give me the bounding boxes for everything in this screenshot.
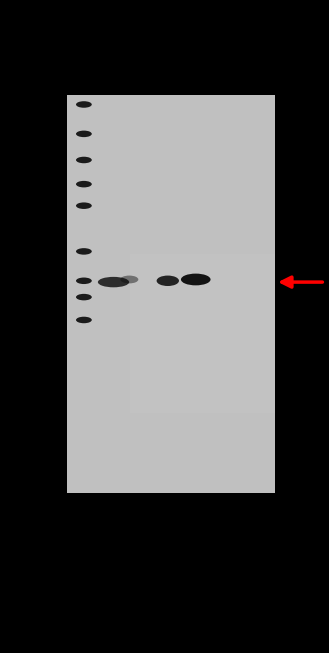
Ellipse shape <box>98 277 129 287</box>
Bar <box>130 254 275 413</box>
Bar <box>67 95 275 493</box>
Ellipse shape <box>76 294 92 300</box>
Ellipse shape <box>157 276 179 286</box>
Ellipse shape <box>76 202 92 209</box>
Ellipse shape <box>76 181 92 187</box>
Ellipse shape <box>181 274 211 285</box>
Ellipse shape <box>76 131 92 137</box>
Ellipse shape <box>76 157 92 163</box>
Ellipse shape <box>76 101 92 108</box>
Ellipse shape <box>76 278 92 284</box>
Ellipse shape <box>120 276 138 283</box>
Ellipse shape <box>76 248 92 255</box>
Ellipse shape <box>76 317 92 323</box>
